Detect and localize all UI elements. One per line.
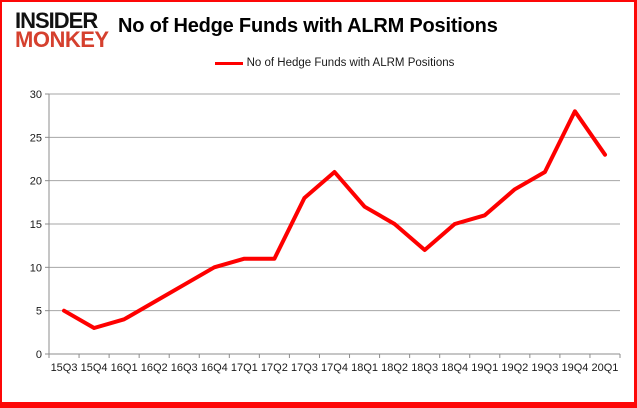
x-tick-label: 16Q1: [111, 362, 138, 374]
y-tick-label: 25: [30, 132, 42, 144]
legend-label: No of Hedge Funds with ALRM Positions: [246, 57, 455, 69]
line-chart: 0 5 10 15 20 25 30 15Q3 15Q4 16Q1 16Q2 16Q3 16Q4 17Q1…: [30, 89, 621, 374]
x-tick-label: 18Q4: [441, 362, 468, 374]
logo-monkey-text: MONKEY: [15, 27, 109, 52]
legend-line-swatch: [214, 61, 243, 65]
x-tick-label: 19Q1: [471, 362, 498, 374]
x-tick-label: 18Q3: [411, 362, 438, 374]
x-tick-label: 18Q2: [381, 362, 408, 374]
x-tick-label: 20Q1: [592, 362, 619, 374]
x-tick-label: 17Q2: [261, 362, 288, 374]
logo-insider-text: INSIDER: [15, 8, 98, 33]
y-tick-label: 20: [30, 176, 42, 188]
chart-title: No of Hedge Funds with ALRM Positions: [118, 15, 498, 37]
y-tick-label: 5: [36, 306, 42, 318]
x-tick-label: 15Q4: [81, 362, 108, 374]
y-tick-label: 0: [36, 349, 42, 361]
legend: No of Hedge Funds with ALRM Positions: [49, 57, 620, 69]
x-tick-label: 16Q3: [171, 362, 198, 374]
x-tick-label: 18Q1: [351, 362, 378, 374]
y-tick-label: 10: [30, 262, 42, 274]
insider-monkey-logo: INSIDER MONKEY: [15, 8, 109, 52]
x-tick-label: 17Q3: [291, 362, 318, 374]
x-tick-label: 17Q4: [321, 362, 348, 374]
x-tick-label: 19Q3: [531, 362, 558, 374]
x-tick-label: 15Q3: [51, 362, 78, 374]
series-line: [62, 109, 607, 330]
plot-area: 0 5 10 15 20 25 30 15Q3 15Q4 16Q1 16Q2 16Q3 16Q4 17Q1…: [2, 82, 637, 404]
x-tick-label: 16Q2: [141, 362, 168, 374]
y-tick-label: 30: [30, 89, 42, 101]
y-tick-label: 15: [30, 219, 42, 231]
x-tick-label: 19Q2: [501, 362, 528, 374]
x-tick-label: 19Q4: [561, 362, 588, 374]
x-tick-label: 17Q1: [231, 362, 258, 374]
x-tick-label: 16Q4: [201, 362, 228, 374]
